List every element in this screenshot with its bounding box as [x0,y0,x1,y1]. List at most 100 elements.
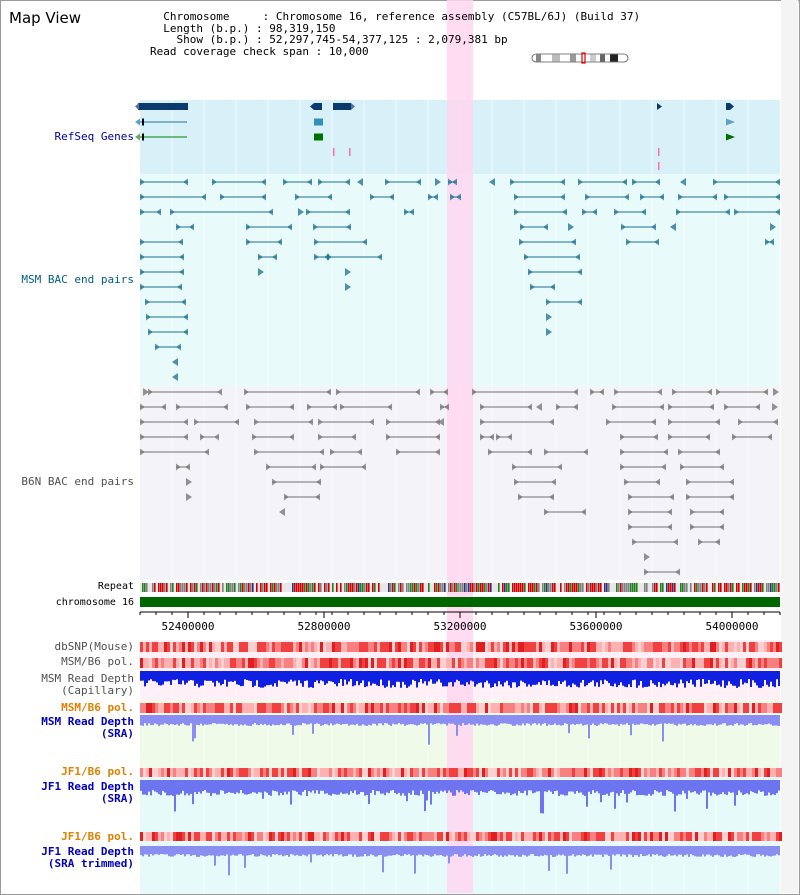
jf1-pol-strip-2-cell [554,832,557,841]
jf1-pol-strip-cell [248,768,251,777]
jf1-pol-strip-cell [419,768,422,777]
jf1-pol-strip-2-cell [740,832,743,841]
dbsnp-strip-cell [563,642,566,652]
msm-pol-strip-cell [752,658,755,668]
jf1-trimmed-depth [264,846,266,856]
msm-sra-depth [428,715,430,745]
msm-pol-strip-cell [422,658,425,668]
b6n-bac-pair-end [148,388,153,396]
msm-pol-strip-2-cell [215,703,218,713]
repeat-element [390,583,392,592]
msm-sra-depth [296,715,298,726]
jf1-trimmed-depth [544,846,546,855]
msm-bac-pair-end [362,238,367,246]
dbsnp-strip-cell [392,642,395,652]
jf1-trimmed-depth [192,846,194,856]
jf1-sra-depth [618,780,620,796]
jf1-sra-depth [490,780,492,791]
b6n-bac-pair-end [673,538,678,546]
msm-sra-depth [686,715,688,726]
msm-capillary-depth [430,671,432,680]
msm-capillary-depth [722,671,724,681]
jf1-pol-strip-cell [470,768,473,777]
jf1-pol-strip-cell [191,768,194,777]
msm-sra-depth [700,715,702,725]
jf1-trimmed-depth [364,846,366,855]
msm-sra-depth [694,715,696,725]
repeat-element [190,583,192,592]
b6n-bac-pair-end [573,388,578,396]
msm-pol-strip-cell [494,658,497,668]
msm-pol-strip-2-cell [485,703,488,713]
msm-sra-depth [374,715,376,724]
jf1-trimmed-depth [688,846,690,857]
b6n-bac-pair-end [620,448,625,456]
jf1-pol-strip-cell [317,768,320,777]
msm-sra-depth [166,715,168,724]
dbsnp-strip-cell [314,642,317,652]
jf1-trimmed-depth [762,846,764,855]
msm-pol-strip-2-cell [224,703,227,713]
jf1-pol-strip-cell [551,768,554,777]
msm-sra-depth [292,715,294,735]
repeat-element [564,583,566,592]
jf1-sra-depth [542,780,544,814]
msm-sra-depth [432,715,434,725]
jf1-pol-strip-cell [353,768,356,777]
msm-pol-strip-2-cell [155,703,158,713]
chromosome-ideogram[interactable] [530,52,630,64]
jf1-pol-strip-2-cell [635,832,638,841]
jf1-pol-strip-2-cell [272,832,275,841]
msm-sra-depth [680,715,682,725]
jf1-sra-depth [518,780,520,791]
jf1-pol-strip-cell [641,768,644,777]
msm-pol-strip-cell [407,658,410,668]
msm-pol-strip-cell [485,658,488,668]
msm-pol-strip-2-cell [518,703,521,713]
jf1-trimmed-depth [310,846,312,863]
msm-sra-depth [540,715,542,726]
jf1-trimmed-depth [550,846,552,856]
msm-sra-depth [560,715,562,726]
jf1-pol-strip-2-cell [746,832,749,841]
jf1-sra-depth [702,780,704,791]
msm-pol-strip-cell [242,658,245,668]
jf1-trimmed-depth [726,846,728,857]
jf1-trimmed-depth [244,846,246,868]
repeat-element [170,583,172,592]
jf1-sra-depth [756,780,758,794]
jf1-sra-depth [310,780,312,793]
msm-sra-depth [478,715,480,726]
msm-capillary-depth [580,671,582,683]
jf1-sra-depth [666,780,668,791]
msm-sra-depth [164,715,166,724]
msm-sra-depth [250,715,252,726]
msm-sra-depth [226,715,228,724]
jf1-sra-depth [282,780,284,796]
scrollbar[interactable] [781,0,798,893]
dbsnp-strip-cell [521,642,524,652]
jf1-pol-strip-cell [146,768,149,777]
msm-sra-depth [300,715,302,726]
jf1-trimmed-depth [232,846,234,855]
repeat-element [280,583,282,592]
msm-sra-depth [316,715,318,724]
msm-capillary-depth [600,671,602,681]
msm-sra-depth [146,715,148,726]
dbsnp-strip-cell [506,642,509,652]
jf1-pol-strip-2-cell [665,832,668,841]
jf1-sra-depth [740,780,742,793]
repeat-element [358,583,360,592]
b6n-bac-pair-end [396,448,401,456]
repeat-element [420,583,422,592]
jf1-trimmed-depth [226,846,228,855]
repeat-element [154,583,156,592]
jf1-trimmed-depth [326,846,328,855]
msm-pol-strip-cell [518,658,521,668]
dbsnp-strip-cell [281,642,284,652]
msm-bac-pair-end [145,298,150,306]
msm-capillary-depth [516,671,518,688]
jf1-pol-strip-cell [656,768,659,777]
msm-sra-depth [140,715,142,726]
